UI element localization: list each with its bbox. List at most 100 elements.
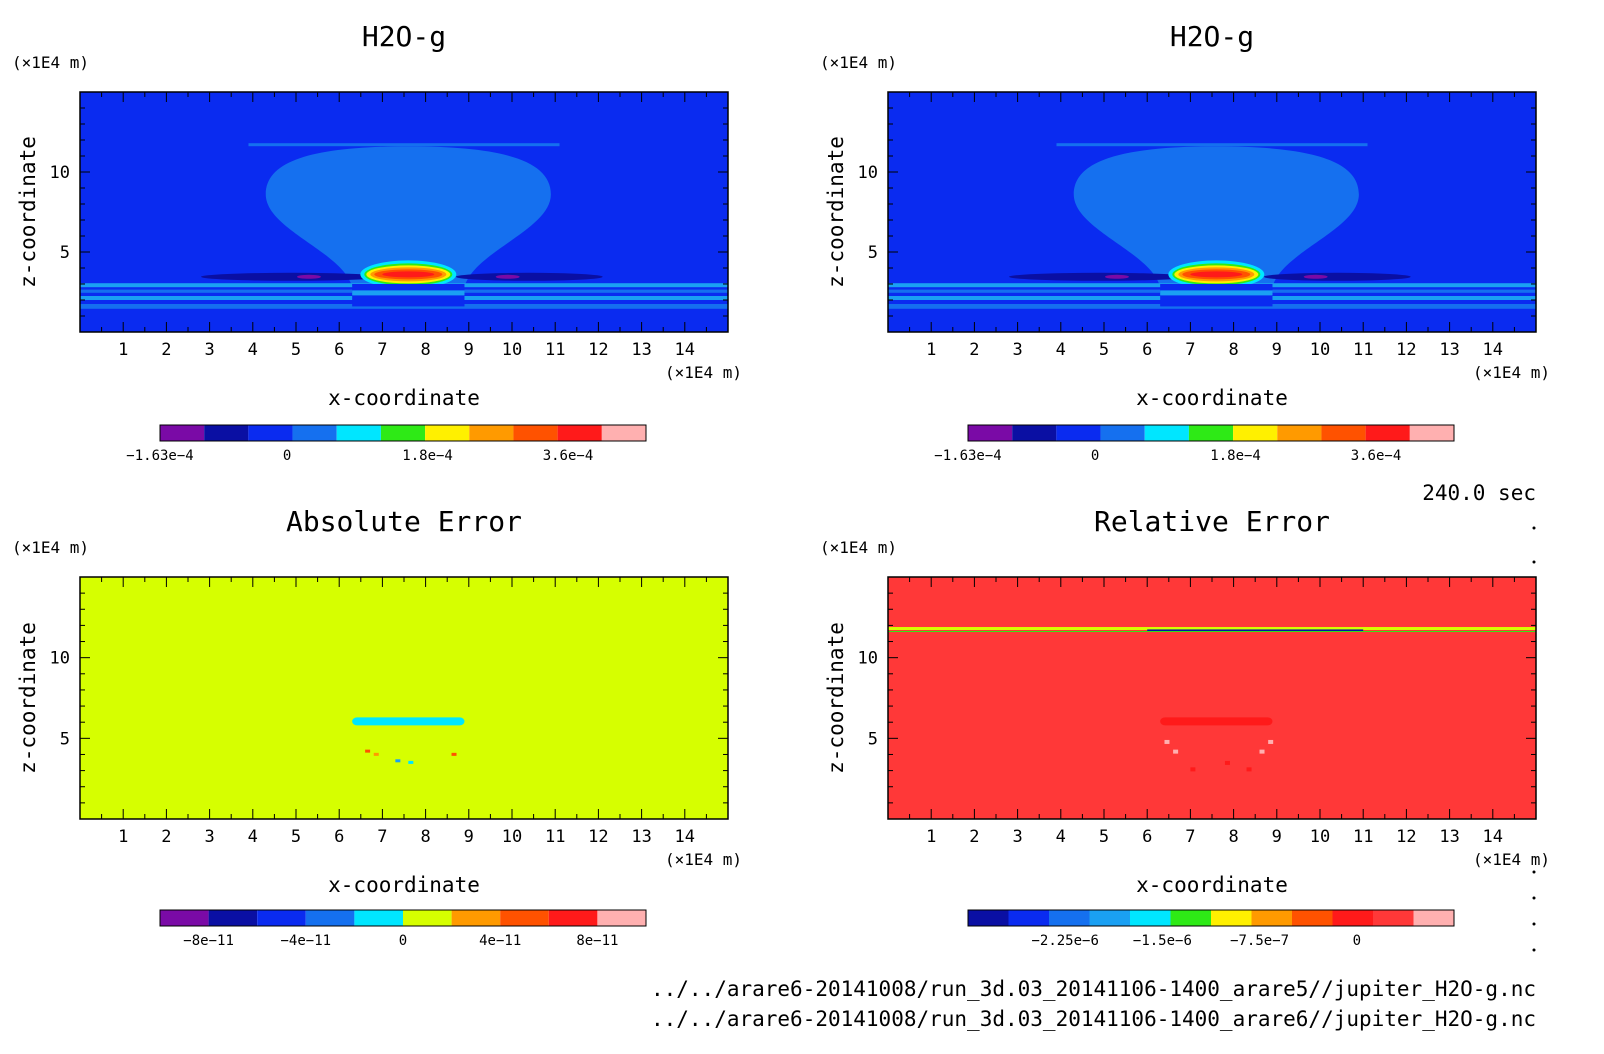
margin-dot	[1532, 526, 1536, 530]
x-tick-label: 12	[1396, 827, 1416, 847]
margin-dot	[1532, 948, 1536, 952]
field-features	[80, 143, 728, 309]
colorbar-swatch	[336, 425, 381, 441]
x-tick-label: 2	[969, 827, 979, 847]
field-features	[888, 627, 1536, 772]
x-tick-label: 9	[1272, 340, 1282, 360]
plume-cap-line	[1056, 143, 1368, 147]
y-axis-label: z-coordinate	[16, 622, 40, 774]
column-band	[352, 290, 465, 296]
colorbar: −8e−11 −4e−11 0 4e−11 8e−11	[159, 909, 647, 949]
colorbar-swatch	[469, 425, 514, 441]
colorbar-label: 0	[1353, 933, 1361, 949]
x-tick-label: 1	[926, 340, 936, 360]
colorbar-label: −1.63e−4	[126, 448, 193, 464]
margin-dot	[1532, 922, 1536, 926]
x-tick-label: 3	[204, 340, 214, 360]
x-unit-label: (×1E4 m)	[665, 850, 742, 869]
colorbar: −2.25e−6 −1.5e−6 −7.5e−7 0	[967, 909, 1455, 949]
x-tick-label: 10	[1310, 827, 1330, 847]
error-speck	[408, 760, 414, 764]
x-axis-label: x-coordinate	[328, 873, 480, 897]
x-tick-label: 11	[545, 827, 565, 847]
x-tick-label: 11	[1353, 827, 1373, 847]
field-features	[888, 143, 1536, 309]
x-tick-label: 7	[377, 340, 387, 360]
error-blob	[1160, 717, 1273, 726]
error-speck	[1190, 767, 1196, 772]
x-tick-label: 13	[1439, 340, 1459, 360]
moist-core-red	[1190, 271, 1243, 278]
x-tick-label: 6	[1142, 827, 1152, 847]
colorbar-swatch	[208, 910, 258, 926]
x-tick-label: 4	[1056, 340, 1066, 360]
error-speck	[1268, 739, 1274, 744]
x-tick-label: 9	[1272, 827, 1282, 847]
x-unit-label: (×1E4 m)	[665, 363, 742, 382]
y-tick-label: 5	[868, 243, 878, 263]
colorbar-frame	[967, 424, 1455, 442]
colorbar-swatch	[257, 910, 306, 926]
x-tick-label: 4	[248, 340, 258, 360]
y-tick-label: 5	[60, 243, 70, 263]
x-tick-label: 10	[1310, 340, 1330, 360]
error-speck	[395, 759, 401, 763]
colorbar-swatch	[1211, 910, 1252, 926]
colorbar-swatch	[451, 910, 501, 926]
y-tick-label: 10	[858, 163, 878, 183]
x-tick-label: 1	[118, 827, 128, 847]
x-tick-label: 4	[1056, 827, 1066, 847]
dry-lens-core-right	[1303, 274, 1328, 279]
error-speck	[1173, 749, 1179, 754]
column-band	[1160, 290, 1273, 296]
x-tick-label: 8	[420, 340, 430, 360]
colorbar-swatch	[1130, 910, 1171, 926]
error-line-core	[1147, 629, 1364, 632]
colorbar-frame	[159, 909, 647, 927]
colorbar-label: −1.63e−4	[934, 448, 1001, 464]
x-tick-label: 2	[161, 340, 171, 360]
colorbar-swatch	[1008, 910, 1049, 926]
x-axis-label: x-coordinate	[1136, 873, 1288, 897]
x-tick-label: 12	[1396, 340, 1416, 360]
x-tick-label: 6	[334, 827, 344, 847]
x-tick-label: 1	[926, 827, 936, 847]
colorbar-swatch	[1409, 425, 1454, 441]
panel-3: Absolute Error(×1E4 m)1 2 3 4 5 6 7 8 9 10 11 12 13 1…	[12, 505, 742, 949]
x-tick-label: 14	[1483, 340, 1503, 360]
x-tick-label: 14	[675, 340, 695, 360]
colorbar-swatch	[1251, 910, 1292, 926]
x-tick-label: 9	[464, 827, 474, 847]
plume-body	[1073, 146, 1359, 288]
x-tick-label: 3	[204, 827, 214, 847]
x-axis-label: x-coordinate	[1136, 386, 1288, 410]
x-tick-label: 2	[161, 827, 171, 847]
colorbar-label: −4e−11	[281, 933, 332, 949]
colorbar-swatch	[160, 425, 205, 441]
y-axis-label: z-coordinate	[824, 622, 848, 774]
x-tick-label: 8	[420, 827, 430, 847]
colorbar-label: 3.6e−4	[543, 448, 594, 464]
x-tick-label: 7	[377, 827, 387, 847]
field-features	[352, 717, 465, 764]
colorbar-swatch	[1413, 910, 1454, 926]
error-line-bottom	[888, 631, 1536, 633]
error-speck	[1246, 767, 1252, 772]
colorbar-swatch	[403, 910, 452, 926]
colorbar-label: −7.5e−7	[1230, 933, 1289, 949]
x-unit-label: (×1E4 m)	[1473, 363, 1550, 382]
y-unit-label: (×1E4 m)	[12, 538, 89, 557]
x-tick-label: 7	[1185, 827, 1195, 847]
x-tick-label: 13	[1439, 827, 1459, 847]
error-speck	[451, 752, 457, 756]
colorbar-swatch	[160, 910, 209, 926]
x-tick-label: 4	[248, 827, 258, 847]
colorbar-swatch	[1188, 425, 1234, 441]
error-speck	[1224, 760, 1230, 765]
x-tick-label: 7	[1185, 340, 1195, 360]
error-speck	[373, 752, 379, 756]
colorbar-swatch	[500, 910, 549, 926]
plot-background	[80, 577, 728, 819]
y-axis-label: z-coordinate	[824, 136, 848, 288]
colorbar-frame	[967, 909, 1455, 927]
